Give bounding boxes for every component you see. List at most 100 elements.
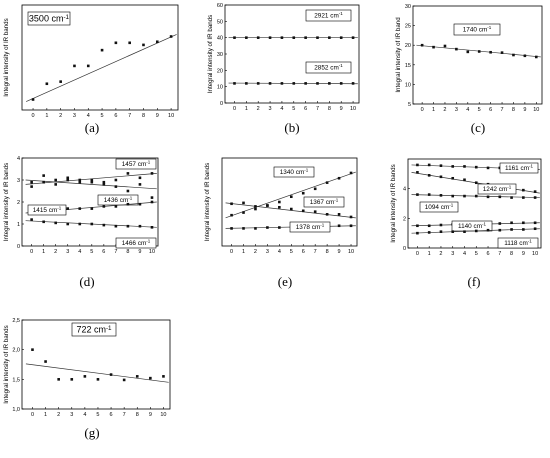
x-tick-label: 2	[443, 107, 446, 113]
series-label-box	[419, 201, 459, 213]
data-point	[266, 226, 269, 229]
data-point	[90, 178, 94, 182]
x-tick-label: 6	[304, 106, 307, 112]
data-point	[266, 204, 269, 207]
x-tick-label: 1	[42, 249, 45, 255]
data-point	[150, 226, 154, 229]
data-point	[301, 191, 305, 195]
data-point	[304, 36, 307, 39]
series-label: 1140 cm-1	[458, 222, 487, 231]
data-point	[155, 40, 159, 44]
data-point	[489, 50, 492, 54]
data-point	[114, 185, 118, 188]
data-point	[349, 215, 353, 219]
data-point	[533, 227, 537, 231]
x-tick-label: 0	[30, 249, 33, 255]
x-tick-label: 4	[280, 106, 283, 112]
data-point	[510, 196, 513, 199]
x-tick-label: 5	[101, 113, 104, 119]
data-point	[230, 202, 233, 206]
data-point	[138, 202, 142, 206]
y-tick-label: 3	[17, 178, 20, 184]
x-tick-label: 6	[302, 249, 305, 255]
x-tick-label: 9	[523, 107, 526, 113]
data-point	[304, 82, 307, 85]
y-tick-label: 4	[403, 187, 406, 193]
data-point	[150, 196, 154, 199]
data-point	[474, 194, 478, 198]
series-label-box	[273, 166, 315, 178]
x-tick-label: 9	[340, 106, 343, 112]
x-tick-label: 10	[149, 249, 155, 255]
x-tick-label: 6	[110, 412, 113, 418]
series-label-box	[497, 237, 539, 249]
data-point	[463, 165, 466, 168]
series-1	[25, 172, 157, 185]
panel-caption: (e)	[278, 274, 292, 289]
data-point	[83, 375, 87, 378]
data-point	[126, 189, 130, 193]
data-point	[102, 183, 106, 186]
trend-line	[25, 34, 177, 102]
y-tick-label: 2	[403, 216, 406, 222]
series-label: 1367 cm-1	[310, 198, 339, 207]
y-axis-title: Integral intensity of IR bands	[3, 18, 10, 96]
data-point	[254, 207, 257, 211]
data-point	[427, 163, 431, 167]
data-point	[337, 176, 341, 180]
x-tick-label: 4	[78, 249, 81, 255]
data-point	[510, 221, 513, 225]
data-point	[233, 82, 236, 85]
x-tick-label: 3	[73, 113, 76, 119]
data-point	[114, 178, 118, 182]
data-point	[254, 205, 257, 208]
series-label-box	[477, 183, 517, 195]
series-1	[25, 348, 169, 383]
series-label-box	[305, 61, 352, 74]
series-label-box	[115, 158, 157, 170]
series-label: 1118 cm-1	[504, 239, 532, 248]
panel-caption: (b)	[284, 120, 299, 135]
data-point	[44, 360, 47, 363]
y-tick-label: 2,5	[12, 318, 20, 324]
x-tick-label: 2	[257, 106, 260, 112]
y-tick-label: 0	[17, 244, 20, 250]
y-tick-label: 2	[17, 200, 20, 206]
data-point	[523, 54, 527, 58]
series-3	[411, 193, 540, 199]
x-tick-label: 9	[156, 113, 159, 119]
series-1	[25, 34, 177, 102]
y-tick-label: 1,0	[12, 407, 20, 413]
data-point	[463, 230, 466, 233]
data-point	[96, 378, 100, 381]
data-point	[510, 228, 513, 231]
data-point	[233, 36, 236, 39]
x-tick-label: 2	[254, 249, 257, 255]
data-point	[73, 64, 76, 68]
data-point	[427, 174, 431, 177]
x-tick-label: 6	[102, 249, 105, 255]
y-axis-title: Integral intensity of IR bands	[3, 325, 10, 403]
data-point	[114, 41, 118, 45]
data-point	[242, 201, 245, 205]
series-2	[411, 171, 540, 194]
trend-line	[25, 179, 157, 190]
data-point	[70, 378, 74, 381]
data-point	[78, 222, 82, 226]
data-point	[500, 51, 504, 54]
series-label: 3500 cm-1	[29, 14, 70, 24]
data-point	[78, 178, 82, 182]
x-tick-label: 0	[31, 412, 34, 418]
x-tick-label: 3	[266, 249, 269, 255]
data-point	[349, 224, 353, 228]
data-point	[474, 181, 478, 185]
x-tick-label: 8	[510, 251, 513, 257]
data-point	[142, 43, 145, 47]
y-tick-label: 60	[217, 3, 223, 9]
data-point	[337, 213, 341, 216]
data-point	[522, 228, 525, 231]
plot-frame	[221, 157, 358, 247]
data-point	[90, 222, 94, 226]
data-point	[245, 82, 248, 85]
data-point	[474, 165, 478, 169]
